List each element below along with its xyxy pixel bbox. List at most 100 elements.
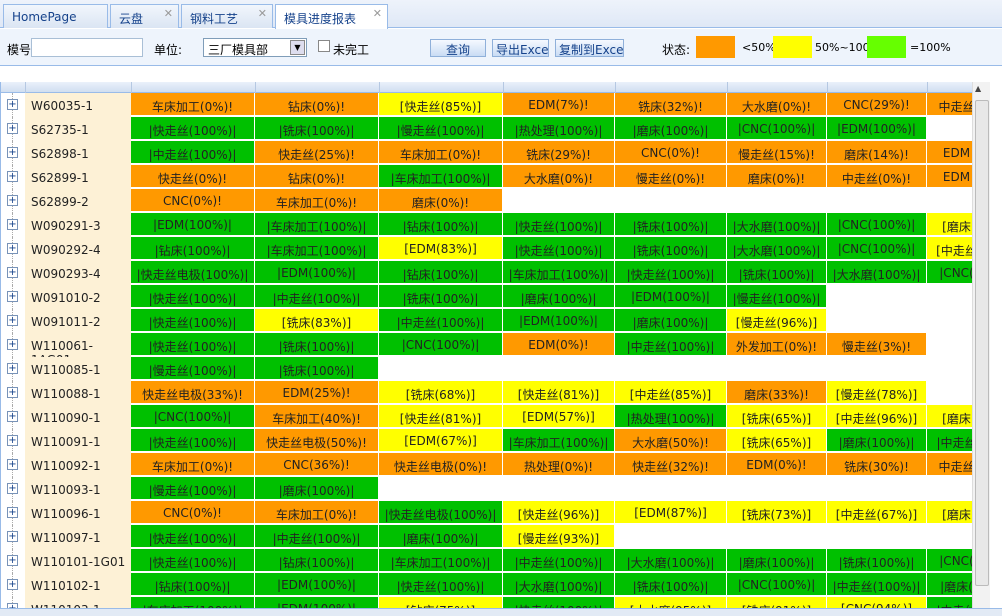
process-cell[interactable]: EDM(0%)! [727,453,827,476]
process-cell[interactable]: |CNC(100%)| [727,573,827,596]
expand-icon[interactable]: + [7,219,18,230]
process-cell[interactable]: |快走丝(100%)| [131,309,255,332]
process-cell[interactable]: |EDM(100%)| [255,261,379,284]
process-cell[interactable]: |大水磨(100%)| [503,573,615,596]
process-cell[interactable]: |磨床( [927,573,972,596]
process-cell[interactable]: [中走丝(85%)] [615,381,727,404]
expand-icon[interactable]: + [7,291,18,302]
table-row[interactable]: + W090291-3 |EDM(100%)| |车床加工(100%)| |钻床(100… [1,213,972,237]
process-cell[interactable]: CNC(0%)! [131,189,255,212]
process-cell[interactable]: 大水磨(50%)! [615,429,727,452]
column-divider[interactable] [827,82,828,93]
table-row[interactable]: + W110093-1 |慢走丝(100%)| |磨床(100%)| [1,477,972,501]
process-cell[interactable]: EDM(7%)! [503,93,615,116]
process-cell[interactable]: |车床加工(100%)| [255,213,379,236]
column-divider[interactable] [727,82,728,93]
column-divider[interactable] [503,82,504,93]
process-cell[interactable]: [铣床(65%)] [727,405,827,428]
process-cell[interactable]: CNC(36%)! [255,453,379,476]
process-cell[interactable]: |快走丝(100%)| [379,573,503,596]
expand-icon[interactable]: + [7,555,18,566]
process-cell[interactable]: 热处理(0%)! [503,453,615,476]
process-cell[interactable]: [大水磨(95%)] [615,597,727,608]
process-cell[interactable]: [慢走丝(96%)] [727,309,827,332]
expand-icon[interactable]: + [7,339,18,350]
table-row[interactable]: + W110088-1 快走丝电极(33%)! EDM(25%)! [铣床(68%)][… [1,381,972,405]
expand-icon[interactable]: + [7,531,18,542]
process-cell[interactable]: 铣床(30%)! [827,453,927,476]
process-cell[interactable]: 车床加工(0%)! [131,453,255,476]
expand-icon[interactable]: + [7,435,18,446]
expand-icon[interactable]: + [7,603,18,608]
mold-no-input[interactable] [31,38,143,57]
process-cell[interactable]: [快走丝(81%)] [379,405,503,428]
process-cell[interactable]: 快走丝电极(50%)! [255,429,379,452]
expand-icon[interactable]: + [7,387,18,398]
process-cell[interactable]: |热处理(100%)| [503,117,615,140]
process-cell[interactable]: |慢走丝(100%)| [131,477,255,500]
process-cell[interactable]: |车床加工(100%)| [255,237,379,260]
process-cell[interactable]: |EDM(100%)| [827,117,927,140]
process-cell[interactable]: |快走丝(100%)| [131,549,255,572]
process-cell[interactable]: |铣床(100%)| [615,213,727,236]
process-cell[interactable]: |车床加工(100%)| [503,261,615,284]
process-cell[interactable]: |CNC(100%)| [827,213,927,236]
process-cell[interactable]: [EDM(83%)] [379,237,503,260]
process-cell[interactable]: |铣床(100%)| [255,357,379,380]
process-cell[interactable]: 快走丝电极(0%)! [379,453,503,476]
process-cell[interactable]: 磨床(0%)! [379,189,503,212]
process-cell[interactable]: [中走丝 [927,237,972,260]
table-row[interactable]: + W110061-1AG01|快走丝(100%)||铣床(100%)||CNC(… [1,333,972,367]
process-cell[interactable]: |慢走丝(100%)| [131,357,255,380]
process-cell[interactable]: [快走丝(85%)] [379,93,503,116]
expand-icon[interactable]: + [7,171,18,182]
process-cell[interactable]: |车床加工(100%)| [503,429,615,452]
scroll-up-arrow-icon[interactable]: ▲ [975,84,982,93]
process-cell[interactable]: |中走丝(100%)| [255,525,379,548]
process-cell[interactable]: [EDM(57%)] [503,405,615,428]
process-cell[interactable]: 大水磨(0%)! [503,165,615,188]
table-row[interactable]: + W60035-1 车床加工(0%)! 钻床(0%)! [快走丝(85%)] EDM(7… [1,93,972,117]
table-row[interactable]: + S62899-1 快走丝(0%)! 钻床(0%)! |车床加工(100%)| 大水磨(… [1,165,972,189]
process-cell[interactable]: [铣床(65%)] [727,429,827,452]
process-cell[interactable]: |钻床(100%)| [131,237,255,260]
process-cell[interactable]: |大水磨(100%)| [727,213,827,236]
process-cell[interactable]: 外发加工(0%)! [727,333,827,356]
process-cell[interactable]: |CNC(100%)| [379,333,503,356]
table-row[interactable]: + S62898-1 |中走丝(100%)| 快走丝(25%)! 车床加工(0%)! 铣床… [1,141,972,165]
tab-steel-process[interactable]: 钢料工艺 ✕ [181,4,273,28]
export-excel-button[interactable]: 导出Exce [492,39,549,57]
process-cell[interactable]: 中走丝(0%)! [827,165,927,188]
process-cell[interactable]: |中走丝(100%)| [615,333,727,356]
table-row[interactable]: + W110085-1 |慢走丝(100%)| |铣床(100%)| [1,357,972,381]
close-icon[interactable]: ✕ [163,7,173,20]
process-cell[interactable]: [慢走丝(93%)] [503,525,615,548]
expand-icon[interactable]: + [7,315,18,326]
scrollbar-thumb[interactable] [975,100,989,586]
process-cell[interactable]: 大水磨(0%)! [727,93,827,116]
unit-select[interactable]: 三厂模具部 ▼ [203,38,307,57]
process-cell[interactable]: |EDM(100%)| [255,573,379,596]
process-cell[interactable]: |车床加工(100%)| [379,165,503,188]
expand-icon[interactable]: + [7,99,18,110]
process-cell[interactable]: |磨床(100%)| [255,477,379,500]
process-cell[interactable]: |中走丝(100%)| [255,285,379,308]
process-cell[interactable]: |铣床(100%)| [255,117,379,140]
process-cell[interactable]: 慢走丝(15%)! [727,141,827,164]
process-cell[interactable]: |快走丝(100%)| [503,237,615,260]
process-cell[interactable]: [铣床(73%)] [727,501,827,524]
process-cell[interactable]: 中走丝 [927,453,972,476]
table-row[interactable]: + W091010-2 |快走丝(100%)| |中走丝(100%)| |铣床(100%… [1,285,972,309]
process-cell[interactable]: [磨床 [927,213,972,236]
process-cell[interactable]: |车床加工(100%)| [379,549,503,572]
expand-icon[interactable]: + [7,195,18,206]
process-cell[interactable]: |大水磨(100%)| [727,237,827,260]
column-divider[interactable] [615,82,616,93]
process-cell[interactable]: 车床加工(0%)! [255,189,379,212]
process-cell[interactable]: |中走丝 [927,597,972,608]
process-cell[interactable]: |大水磨(100%)| [615,549,727,572]
process-cell[interactable]: [磨床 [927,501,972,524]
process-cell[interactable]: |中走丝(100%)| [503,549,615,572]
process-cell[interactable]: |快走丝(100%)| [131,285,255,308]
column-divider[interactable] [379,82,380,93]
